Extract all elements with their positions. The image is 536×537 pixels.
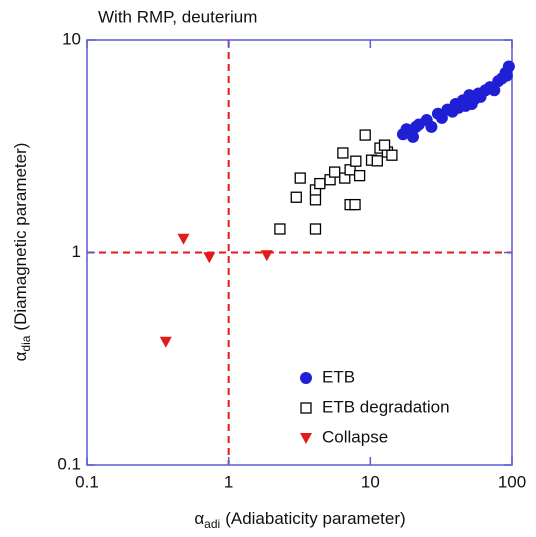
x-label-text: (Adiabaticity parameter) <box>225 509 405 528</box>
point <box>309 223 322 235</box>
point <box>350 155 362 167</box>
point <box>425 120 438 133</box>
point <box>260 250 273 262</box>
point <box>344 164 356 176</box>
point <box>274 223 286 235</box>
x-tick-label: 1 <box>224 472 233 491</box>
point <box>353 169 366 182</box>
point <box>329 166 341 178</box>
y-axis-label: αdia (Diamagnetic parameter) <box>11 143 33 362</box>
legend-marker <box>300 433 312 444</box>
y-label-text: (Diamagnetic parameter) <box>11 143 30 331</box>
point <box>359 129 371 141</box>
point <box>406 130 419 143</box>
y-tick-label: 1 <box>72 242 81 261</box>
x-tick-label: 0.1 <box>75 472 99 491</box>
x-label-subscript: adi <box>204 517 220 531</box>
y-label-symbol: α <box>11 351 30 361</box>
point <box>349 198 361 211</box>
chart-title: With RMP, deuterium <box>98 7 257 26</box>
legend-label: Collapse <box>322 427 388 446</box>
plot-frame <box>86 39 513 466</box>
point <box>386 149 398 161</box>
y-tick-label: 10 <box>62 29 81 48</box>
point <box>502 60 515 73</box>
point <box>290 191 302 203</box>
point <box>488 84 501 97</box>
y-tick-label: 0.1 <box>57 454 81 473</box>
x-label-symbol: α <box>194 509 204 528</box>
point <box>294 172 306 184</box>
point <box>337 147 349 159</box>
x-tick-label: 100 <box>498 472 526 491</box>
point <box>314 177 326 190</box>
y-label-subscript: dia <box>19 335 33 351</box>
point <box>371 155 383 167</box>
legend-label: ETB degradation <box>322 397 450 416</box>
point <box>177 233 190 245</box>
legend-marker <box>300 372 312 384</box>
legend-marker <box>300 402 312 414</box>
x-axis-label: αadi (Adiabaticity parameter) <box>194 509 405 531</box>
point <box>203 252 216 264</box>
legend-label: ETB <box>322 367 355 386</box>
point <box>309 194 322 206</box>
x-tick-label: 10 <box>361 472 380 491</box>
point <box>500 69 513 82</box>
point <box>159 336 172 348</box>
point <box>378 139 391 151</box>
